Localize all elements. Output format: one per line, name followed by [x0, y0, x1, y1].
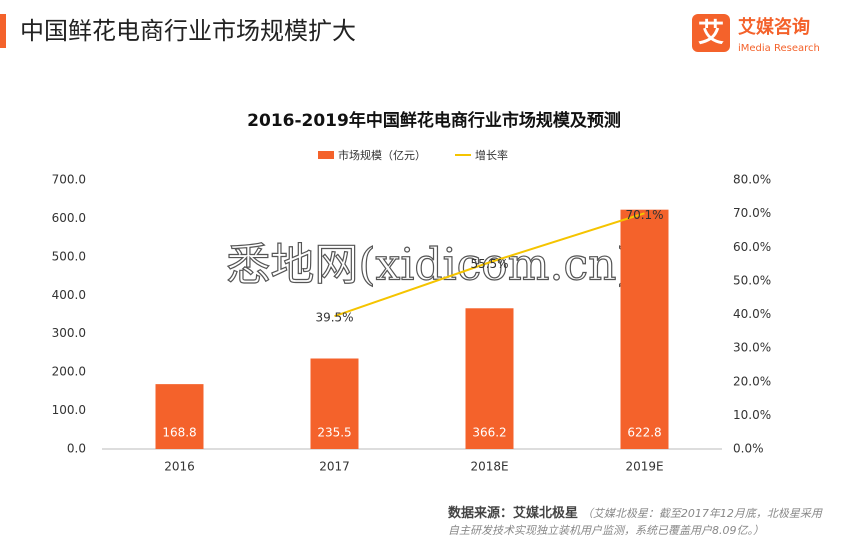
- y-tick-label: 200.0: [52, 365, 86, 379]
- x-tick-label: 2018E: [470, 460, 508, 474]
- y-tick-label: 100.0: [52, 403, 86, 417]
- note: （艾媒北极星：截至2017年12月底，北极星采用自主研发技术实现独立装机用户监测…: [448, 507, 822, 537]
- legend-swatch: [318, 151, 334, 159]
- bar: [465, 308, 514, 449]
- legend-label: 市场规模（亿元）: [338, 148, 426, 162]
- bar: [155, 384, 204, 449]
- title-accent: [0, 14, 6, 48]
- y-tick-label: 600.0: [52, 211, 86, 225]
- growth-line: [334, 212, 645, 318]
- bar: [620, 209, 669, 449]
- y2-tick-label: 20.0%: [733, 374, 771, 388]
- y-tick-label: 700.0: [52, 173, 86, 187]
- bar-value-label: 366.2: [472, 426, 506, 440]
- y2-tick-label: 60.0%: [733, 240, 771, 254]
- line-value-label: 39.5%: [315, 311, 353, 325]
- legend-label: 增长率: [475, 148, 508, 162]
- page-title: 中国鲜花电商行业市场规模扩大: [20, 17, 356, 45]
- y2-tick-label: 0.0%: [733, 442, 764, 456]
- logo-sub: iMedia Research: [738, 43, 820, 54]
- y2-tick-label: 70.0%: [733, 206, 771, 220]
- y-tick-label: 500.0: [52, 249, 86, 263]
- y2-tick-label: 80.0%: [733, 173, 771, 187]
- bar-value-label: 235.5: [317, 426, 351, 440]
- y2-tick-label: 30.0%: [733, 341, 771, 355]
- chart-title: 2016-2019年中国鲜花电商行业市场规模及预测: [247, 110, 621, 131]
- logo-box: [692, 14, 730, 52]
- bar: [310, 358, 359, 449]
- y2-tick-label: 10.0%: [733, 408, 771, 422]
- y-tick-label: 400.0: [52, 288, 86, 302]
- line-value-label: 55.5%: [470, 257, 508, 271]
- x-tick-label: 2016: [164, 460, 195, 474]
- y-tick-label: 0.0: [67, 442, 86, 456]
- bar-value-label: 168.8: [162, 426, 196, 440]
- footer: 数据来源：艾媒北极星 （艾媒北极星：截至2017年12月底，北极星采用自主研发技…: [448, 505, 828, 539]
- y2-tick-label: 50.0%: [733, 273, 771, 287]
- logo-mark: 艾: [698, 19, 724, 49]
- bar-value-label: 622.8: [627, 426, 661, 440]
- source: 数据来源：艾媒北极星: [448, 506, 579, 521]
- y-tick-label: 300.0: [52, 326, 86, 340]
- x-tick-label: 2017: [319, 460, 350, 474]
- logo-name: 艾媒咨询: [738, 16, 810, 38]
- line-value-label: 70.1%: [625, 208, 663, 222]
- x-tick-label: 2019E: [625, 460, 663, 474]
- y2-tick-label: 40.0%: [733, 307, 771, 321]
